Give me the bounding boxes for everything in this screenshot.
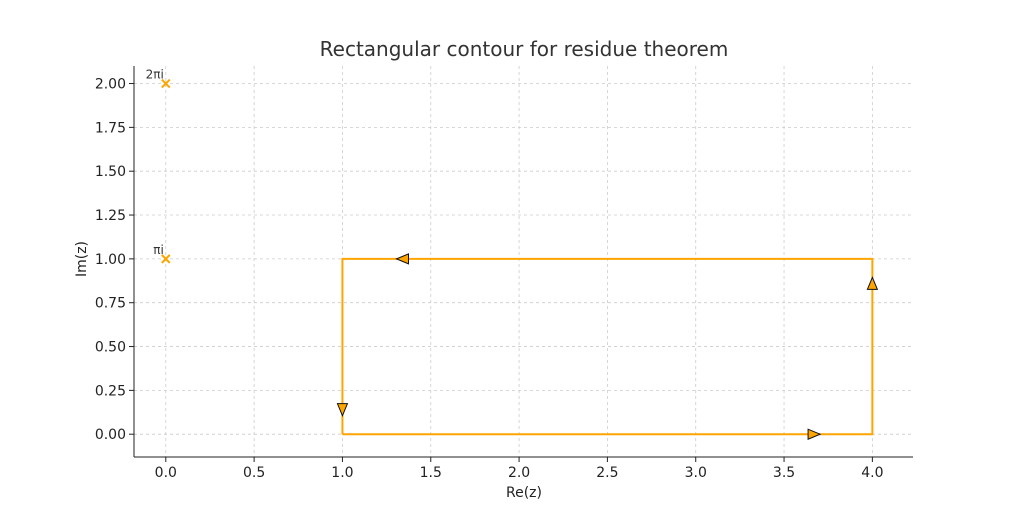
pole-label: πi <box>153 243 164 257</box>
axes-frame <box>133 66 913 458</box>
arrow-up <box>866 276 879 290</box>
y-axis-ticks: 0.00 0.25 0.50 0.75 1.00 1.25 1.50 1.75 2.00 <box>95 77 134 443</box>
pole-cross-stroke <box>161 78 171 89</box>
pole-marker: 2πi <box>146 68 171 89</box>
y-tick-label: 1.50 <box>95 164 126 180</box>
x-tick-label: 0.5 <box>243 465 265 481</box>
y-tick-label: 1.00 <box>95 252 126 268</box>
pole-marker: πi <box>153 243 171 264</box>
x-axis-ticks: 0.0 0.5 1.0 1.5 2.0 2.5 3.0 3.5 4.0 <box>155 457 884 481</box>
arrow-left <box>395 253 409 265</box>
rectangular-contour <box>341 257 874 436</box>
x-tick-label: 4.0 <box>861 465 883 481</box>
contour-path <box>341 257 874 436</box>
x-tick-label: 3.0 <box>685 465 707 481</box>
poles: πi 2πi <box>146 68 171 264</box>
y-tick-label: 0.50 <box>95 340 126 356</box>
x-tick-label: 0.0 <box>155 465 177 481</box>
pole-label: 2πi <box>146 68 164 82</box>
y-tick-label: 2.00 <box>95 77 126 93</box>
x-tick-label: 1.0 <box>331 465 353 481</box>
x-tick-label: 1.5 <box>420 465 442 481</box>
pole-cross-stroke <box>161 254 171 264</box>
chart-title: Rectangular contour for residue theorem <box>320 37 729 61</box>
x-tick-label: 3.5 <box>773 465 795 481</box>
y-tick-label: 0.75 <box>95 296 126 312</box>
y-axis-label: Im(z) <box>74 241 90 277</box>
y-tick-label: 1.25 <box>95 208 126 224</box>
x-tick-label: 2.0 <box>508 465 530 481</box>
y-tick-label: 0.00 <box>95 427 126 443</box>
grid-lines <box>134 66 913 457</box>
y-tick-label: 1.75 <box>95 120 126 136</box>
arrow-down <box>336 403 349 417</box>
x-tick-label: 2.5 <box>596 465 618 481</box>
x-axis-label: Re(z) <box>506 485 542 501</box>
y-tick-label: 0.25 <box>95 383 126 399</box>
arrow-right <box>807 428 822 440</box>
direction-arrows <box>336 253 879 440</box>
